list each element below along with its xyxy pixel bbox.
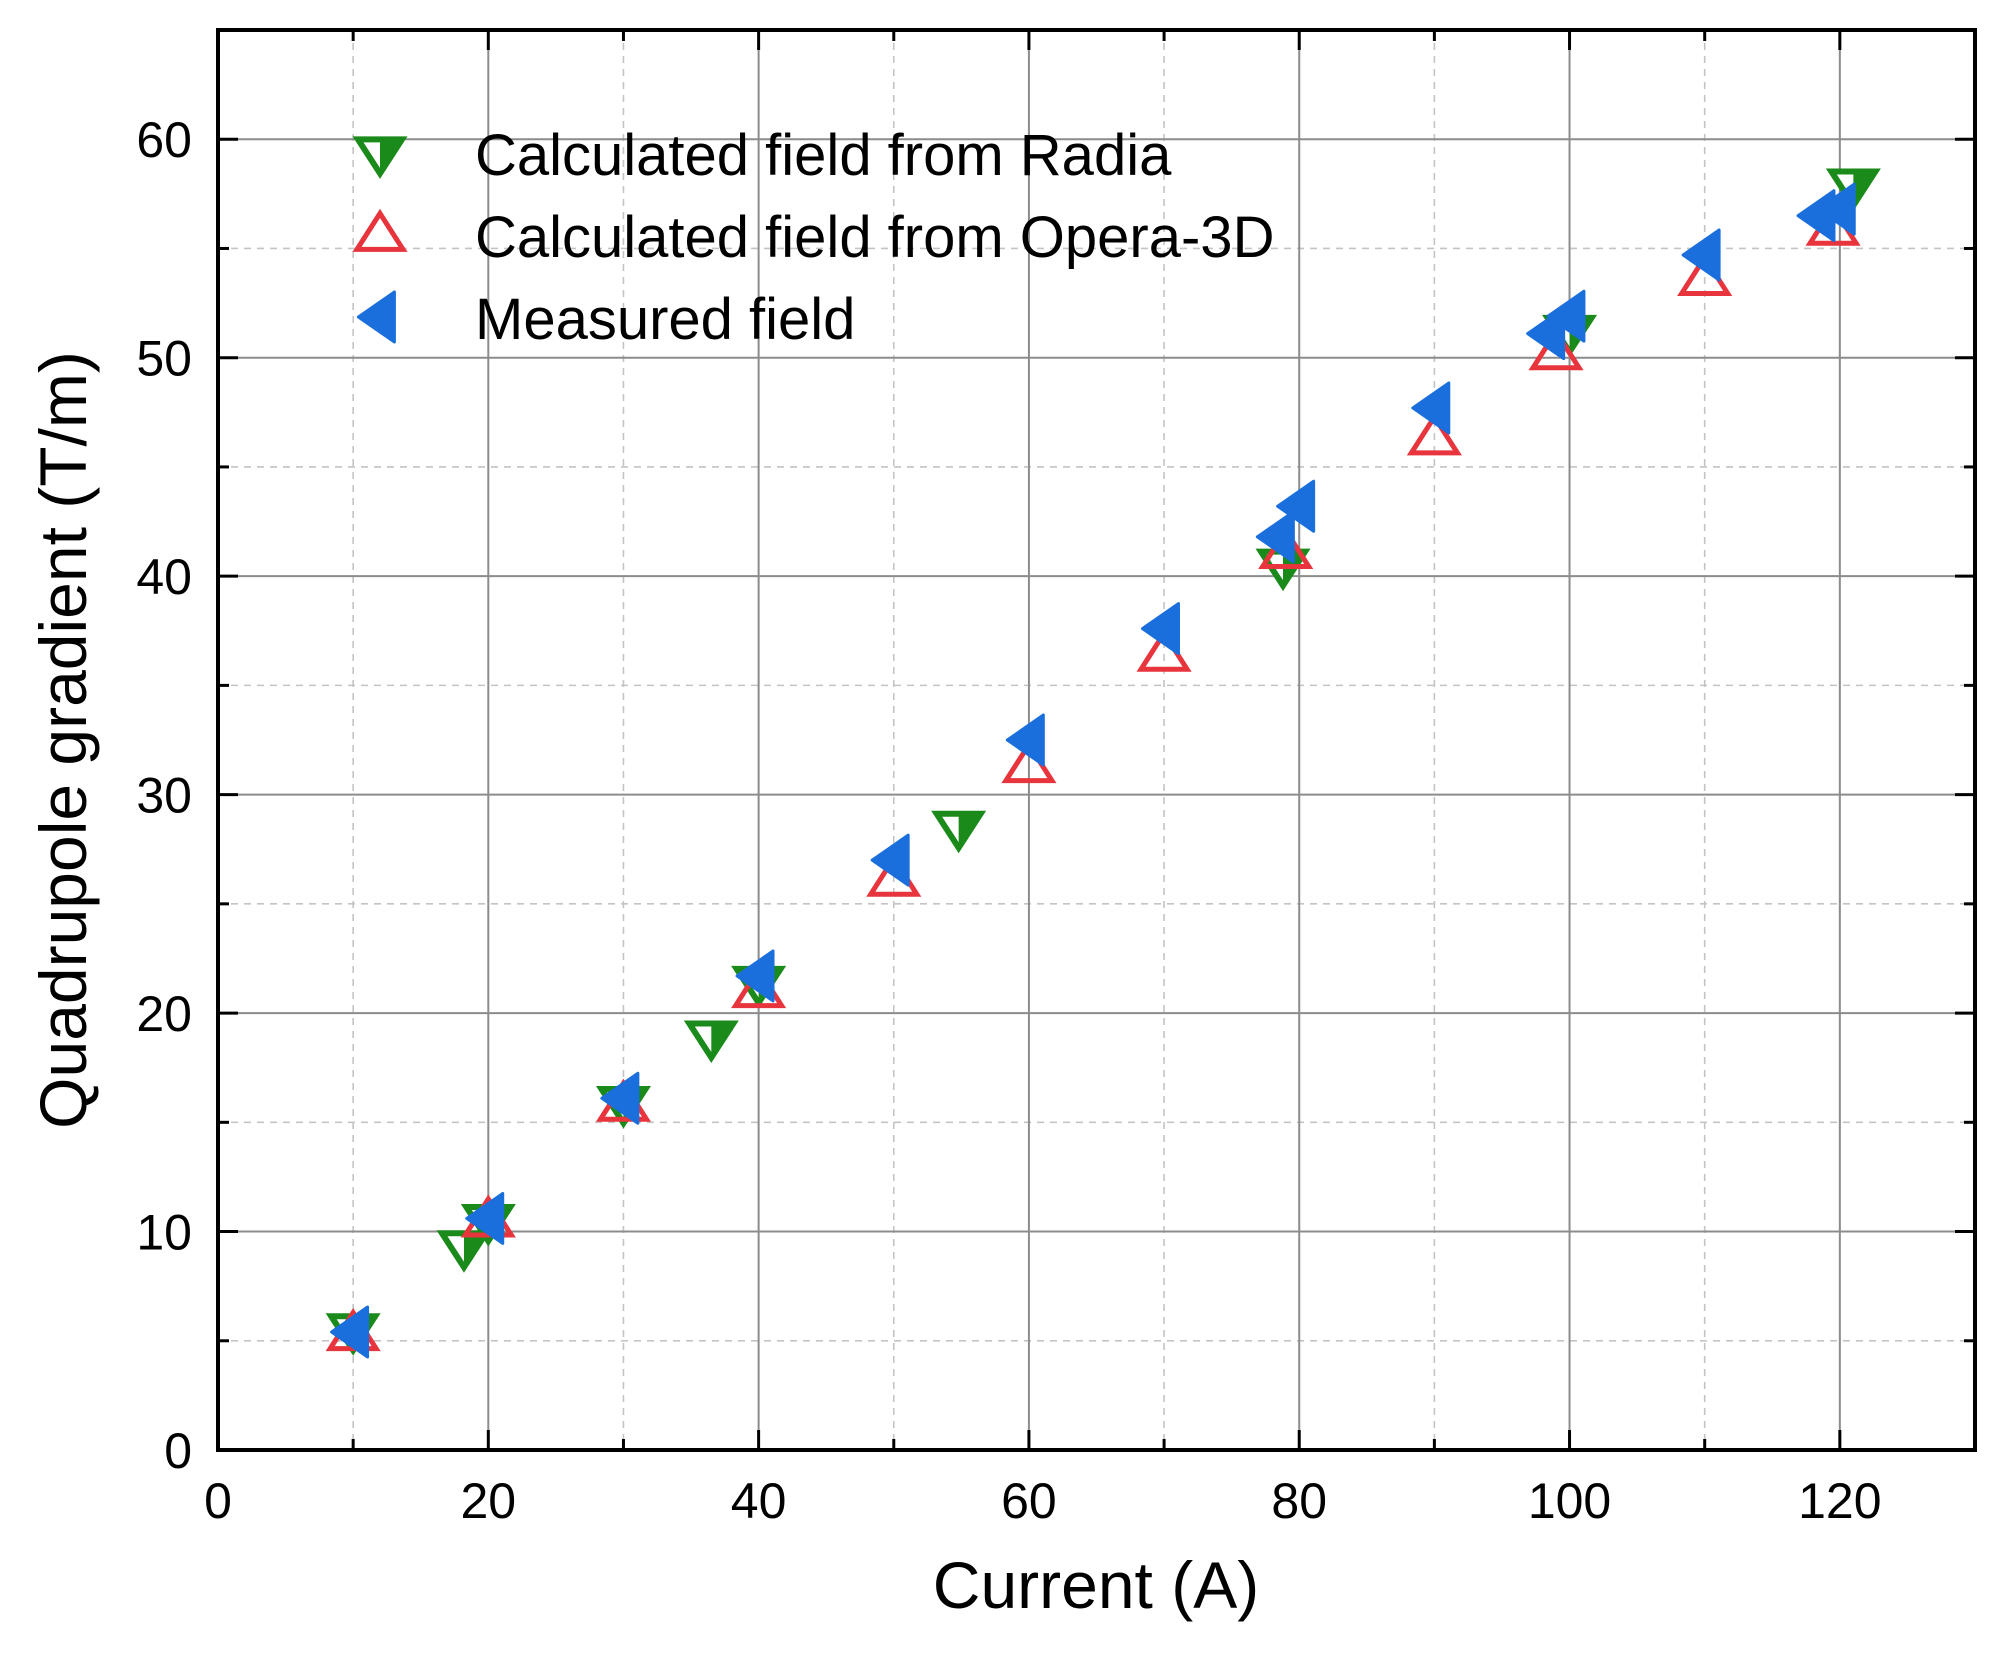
measured-point — [735, 949, 775, 1003]
measured-point — [600, 1071, 640, 1125]
opera-point — [1406, 412, 1462, 456]
measured-point — [1140, 602, 1180, 656]
x-axis-title: Current (A) — [933, 1548, 1259, 1622]
legend-opera-marker — [352, 208, 408, 252]
measured-point — [870, 833, 910, 887]
x-tick-label: 60 — [1001, 1473, 1057, 1529]
x-tick-label: 100 — [1528, 1473, 1611, 1529]
y-tick-label: 10 — [136, 1205, 192, 1261]
x-tick-label: 120 — [1798, 1473, 1881, 1529]
legend-measured-marker — [356, 290, 396, 344]
legend-radia-marker — [352, 136, 408, 179]
plot-frame — [216, 28, 1977, 1452]
legend-measured-label: Measured field — [475, 287, 855, 352]
x-tick-label: 20 — [460, 1473, 516, 1529]
legend-opera: Calculated field from Opera-3D — [352, 205, 1274, 270]
y-tick-label: 50 — [136, 331, 192, 387]
measured-point — [1816, 182, 1856, 236]
x-tick-label: 80 — [1271, 1473, 1327, 1529]
measured-point — [1276, 479, 1316, 533]
measured-point — [330, 1305, 370, 1359]
opera-point — [1528, 327, 1584, 371]
y-tick-label: 30 — [136, 768, 192, 824]
legend-radia-label: Calculated field from Radia — [475, 123, 1172, 188]
measured-point — [465, 1191, 505, 1245]
measured-point — [1681, 228, 1721, 282]
series-3 — [330, 182, 1856, 1359]
measured-point — [1546, 289, 1586, 343]
legend: Calculated field from Radia Calculated fi… — [352, 123, 1274, 352]
legend-measured: Measured field — [356, 287, 855, 352]
y-tick-label: 20 — [136, 986, 192, 1042]
x-tick-label: 40 — [731, 1473, 787, 1529]
measured-point — [1005, 713, 1045, 767]
radia-point — [931, 810, 987, 854]
legend-opera-label: Calculated field from Opera-3D — [475, 205, 1274, 270]
measured-point — [1255, 510, 1295, 564]
y-tick-label: 40 — [136, 549, 192, 605]
y-tick-label: 0 — [164, 1423, 192, 1479]
y-tick-label: 60 — [136, 112, 192, 168]
legend-radia: Calculated field from Radia — [352, 123, 1172, 188]
y-axis-title: Quadrupole gradient (T/m) — [26, 351, 100, 1129]
x-tick-label: 0 — [204, 1473, 232, 1529]
measured-point — [1411, 381, 1451, 435]
radia-point — [683, 1020, 739, 1064]
